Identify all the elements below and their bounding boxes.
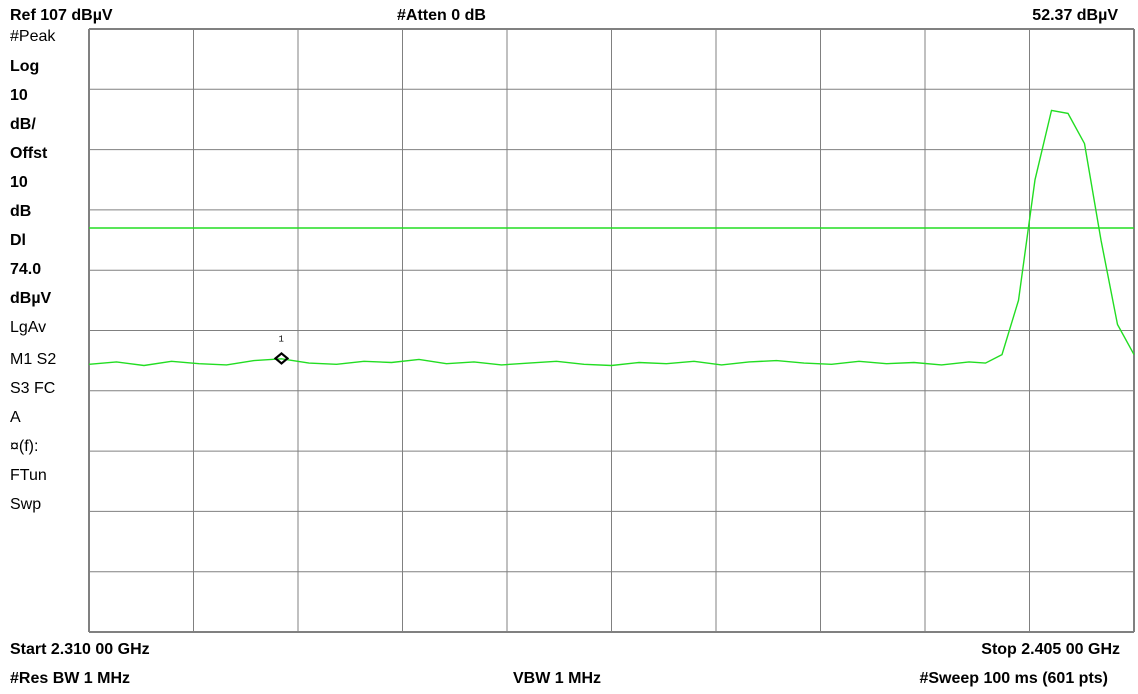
side-panel-item: 74.0: [10, 261, 42, 278]
side-panel-item: dBµV: [10, 290, 52, 307]
marker-value: 52.37 dBµV: [1032, 7, 1118, 24]
side-panel-item: Log: [10, 58, 40, 75]
marker-1: 1: [273, 334, 290, 365]
side-panel-item: 10: [10, 87, 28, 104]
side-panel-item: #Peak: [10, 28, 56, 45]
side-panel-item: A: [10, 409, 21, 426]
side-panel-item: Dl: [10, 232, 26, 249]
ref-level: Ref 107 dBµV: [10, 7, 113, 24]
video-bandwidth: VBW 1 MHz: [513, 670, 601, 687]
stop-frequency: Stop 2.405 00 GHz: [981, 641, 1120, 658]
marker-1-label: 1: [279, 334, 284, 344]
side-panel-item: Swp: [10, 496, 42, 513]
side-panel-item: S3 FC: [10, 380, 56, 397]
marker-1-diamond: [273, 351, 290, 365]
graticule: [88, 28, 1135, 633]
side-panel-item: ¤(f):: [10, 438, 39, 455]
side-panel-item: Offst: [10, 145, 48, 162]
side-panel-item: dB/: [10, 116, 36, 133]
side-panel-item: 10: [10, 174, 28, 191]
side-panel-item: dB: [10, 203, 32, 220]
sweep-time: #Sweep 100 ms (601 pts): [919, 670, 1108, 687]
attenuation: #Atten 0 dB: [397, 7, 486, 24]
resolution-bandwidth: #Res BW 1 MHz: [10, 670, 131, 687]
spectrum-trace: [88, 109, 1135, 367]
side-panel-item: LgAv: [10, 319, 47, 336]
side-panel-item: M1 S2: [10, 351, 57, 368]
start-frequency: Start 2.310 00 GHz: [10, 641, 150, 658]
side-panel-item: FTun: [10, 467, 47, 484]
